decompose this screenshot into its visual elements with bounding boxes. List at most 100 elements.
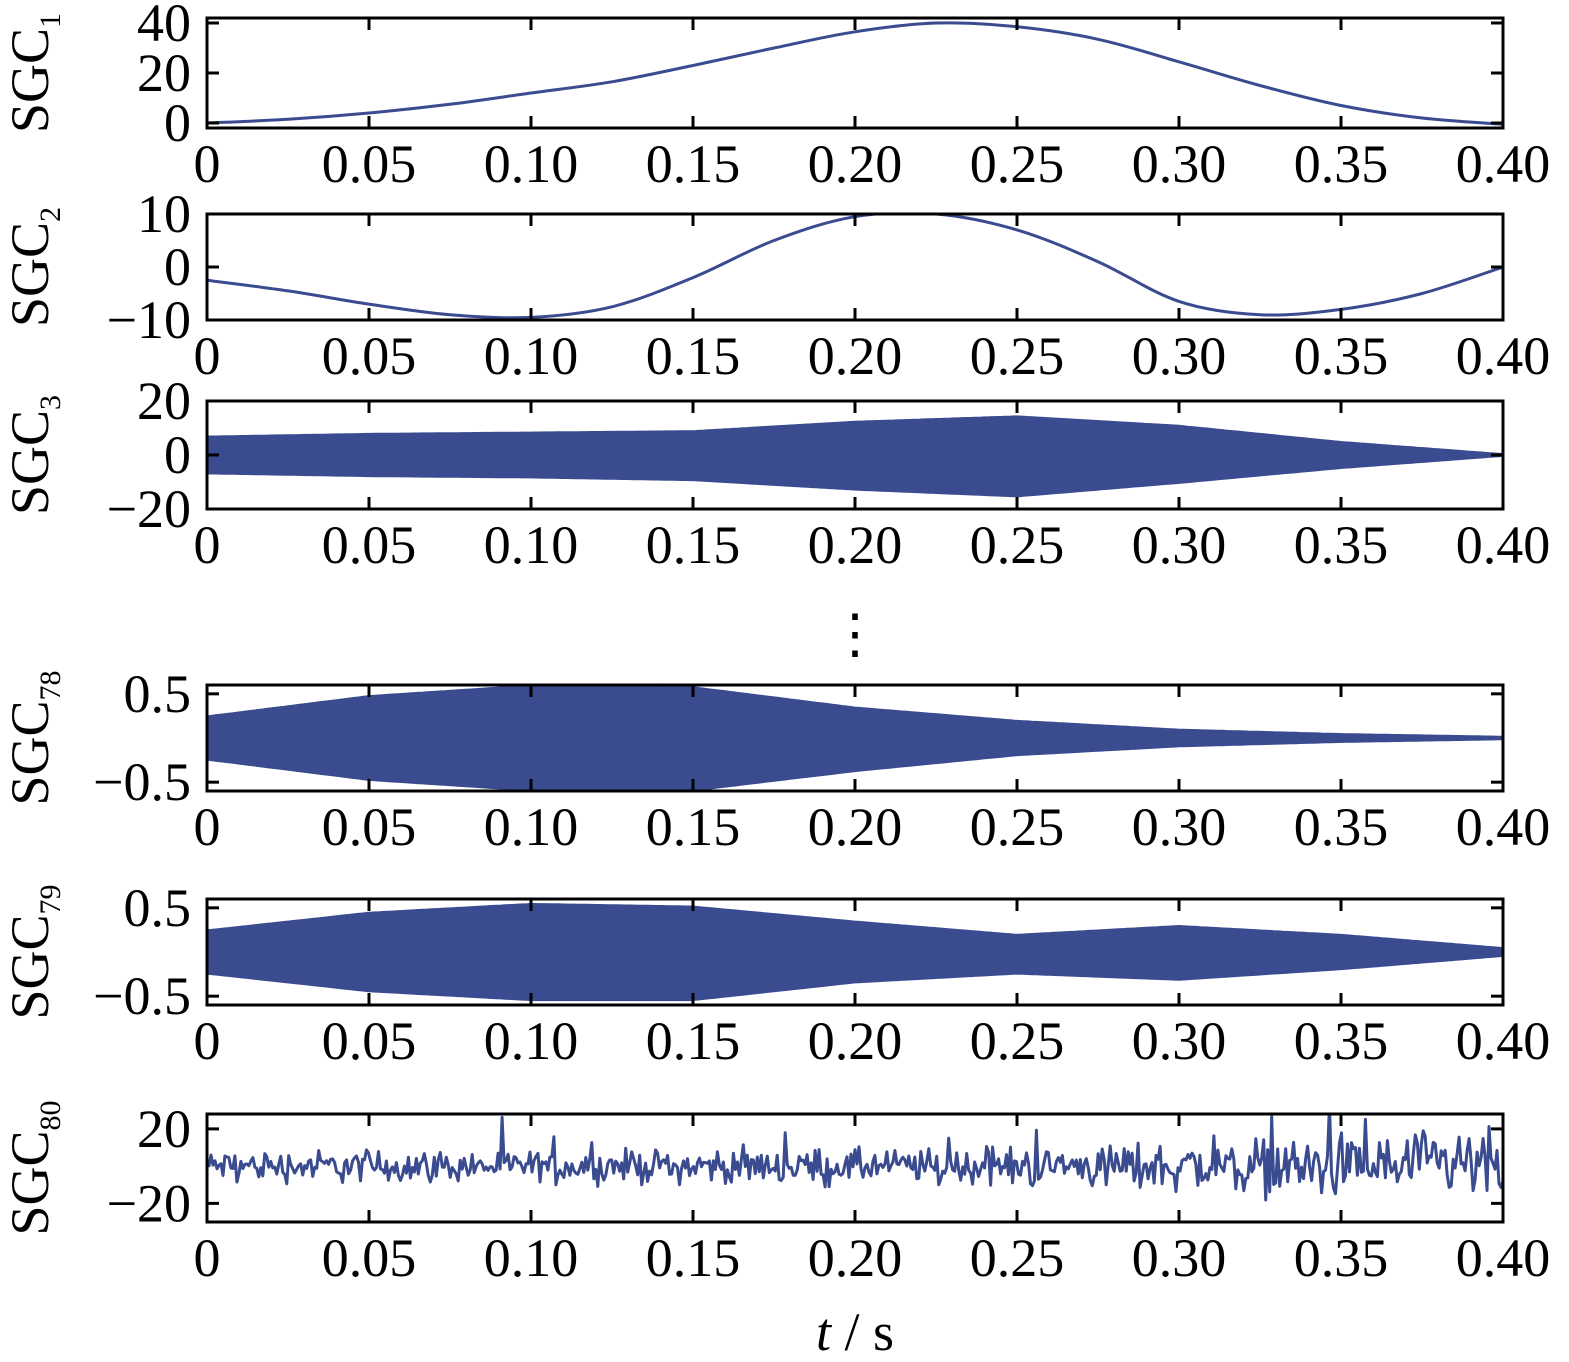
y-axis-label-subscript: 2 (34, 207, 67, 222)
x-tick-label: 0.15 (646, 1011, 741, 1071)
x-tick-label: 0.30 (1132, 134, 1227, 194)
x-tick-label: 0.40 (1456, 326, 1551, 386)
panel-2: 0 0.05 0.10 0.15 0.20 0.25 0.30 0.35 0.40−10010S… (0, 184, 1550, 386)
x-tick-label: 0 (194, 1228, 221, 1288)
x-tick-label: 0.30 (1132, 797, 1227, 857)
y-axis-label: SGC3 (0, 395, 67, 515)
panel-79: 0 0.05 0.10 0.15 0.20 0.25 0.30 0.35 0.40 −0.5 0.5… (0, 878, 1550, 1071)
data-layer (207, 902, 1503, 1002)
y-tick-label: 0 (164, 93, 191, 153)
data-layer (207, 214, 1503, 320)
x-tick-label: 0.40 (1456, 797, 1551, 857)
x-tick-label: 0.05 (322, 515, 417, 575)
y-axis-label-subscript: 3 (34, 395, 67, 410)
x-tick-label: 0.15 (646, 515, 741, 575)
x-tick-label: 0.20 (808, 797, 903, 857)
panel-78: 0 0.05 0.10 0.15 0.20 0.25 0.30 0.35 0.40 −0.5 0.5… (0, 664, 1550, 857)
x-tick-label: 0.25 (970, 797, 1065, 857)
x-tick-label: 0.15 (646, 326, 741, 386)
x-tick-label: 0 (194, 797, 221, 857)
x-tick-label: 0.30 (1132, 1228, 1227, 1288)
x-tick-label: 0.15 (646, 134, 741, 194)
x-tick-label: 0.10 (484, 797, 579, 857)
x-tick-label: 0.20 (808, 1228, 903, 1288)
x-tick-label: 0.25 (970, 1011, 1065, 1071)
x-tick-label: 0.20 (808, 134, 903, 194)
y-axis-label-main: SGC (0, 914, 60, 1019)
x-tick-label: 0.10 (484, 326, 579, 386)
x-tick-label: 0.35 (1294, 1011, 1389, 1071)
y-axis-label-subscript: 80 (34, 1100, 67, 1130)
chart-panels: 0 0.05 0.10 0.15 0.20 0.25 0.30 0.35 0.4002040SG… (0, 0, 1550, 1288)
x-tick-label: 0.05 (322, 1228, 417, 1288)
panel-3: 0 0.05 0.10 0.15 0.20 0.25 0.30 0.35 0.40−20020S… (0, 371, 1550, 575)
x-tick-label: 0.35 (1294, 1228, 1389, 1288)
y-tick-label: −10 (107, 290, 191, 350)
y-tick-label: 0.5 (124, 664, 192, 724)
x-tick-label: 0.10 (484, 1011, 579, 1071)
y-axis-label: SGC79 (0, 884, 67, 1019)
y-tick-label: 40 (137, 0, 191, 53)
x-tick-label: 0.35 (1294, 797, 1389, 857)
y-tick-label: 20 (137, 43, 191, 103)
series-line (207, 21, 1503, 126)
panel-80: 0 0.05 0.10 0.15 0.20 0.25 0.30 0.35 0.40 −20 20 SG… (0, 1099, 1550, 1288)
y-tick-label: 0 (164, 237, 191, 297)
x-tick-label: 0.15 (646, 1228, 741, 1288)
y-axis-label: SGC80 (0, 1100, 67, 1235)
y-axis-label: SGC2 (0, 207, 67, 327)
series-oscillation-envelope (207, 685, 1503, 791)
series-oscillation-envelope (207, 415, 1503, 498)
y-tick-label: −0.5 (93, 966, 191, 1026)
x-tick-label: 0.25 (970, 134, 1065, 194)
y-axis-label: SGC1 (0, 13, 67, 133)
x-tick-label: 0 (194, 134, 221, 194)
series-line (207, 214, 1503, 320)
x-tick-label: 0.35 (1294, 134, 1389, 194)
y-axis-label-subscript: 78 (34, 670, 67, 700)
x-tick-label: 0.40 (1456, 1011, 1551, 1071)
data-layer (207, 415, 1503, 498)
y-axis-label-main: SGC (0, 1130, 60, 1235)
x-tick-label: 0.20 (808, 1011, 903, 1071)
x-tick-label: 0.20 (808, 326, 903, 386)
x-tick-label: 0.30 (1132, 1011, 1227, 1071)
x-tick-label: 0.05 (322, 797, 417, 857)
x-tick-label: 0.05 (322, 134, 417, 194)
y-axis-label-main: SGC (0, 700, 60, 805)
x-tick-label: 0.15 (646, 797, 741, 857)
series-noise-line (207, 1114, 1503, 1202)
y-axis-label-main: SGC (0, 410, 60, 515)
x-tick-label: 0 (194, 1011, 221, 1071)
y-tick-label: −20 (107, 479, 191, 539)
y-tick-label: 0.5 (124, 878, 192, 938)
x-tick-label: 0.10 (484, 1228, 579, 1288)
series-oscillation-envelope (207, 902, 1503, 1002)
x-tick-label: 0.30 (1132, 515, 1227, 575)
y-tick-label: 10 (137, 184, 191, 244)
omitted-panels-ellipsis: ⋮ (828, 604, 882, 664)
y-tick-label: 20 (137, 1099, 191, 1159)
x-tick-label: 0 (194, 515, 221, 575)
x-tick-label: 0.40 (1456, 1228, 1551, 1288)
y-tick-label: 20 (137, 371, 191, 431)
x-axis-label: t / s (816, 1302, 894, 1362)
y-axis-label-subscript: 1 (34, 13, 67, 28)
x-axis-label-unit: / s (831, 1302, 894, 1362)
data-layer (207, 685, 1503, 791)
y-axis-label: SGC78 (0, 670, 67, 805)
data-layer (207, 21, 1503, 126)
x-tick-label: 0.40 (1456, 134, 1551, 194)
x-tick-label: 0.25 (970, 515, 1065, 575)
x-tick-label: 0.25 (970, 326, 1065, 386)
x-tick-label: 0.05 (322, 326, 417, 386)
x-tick-label: 0.10 (484, 134, 579, 194)
y-axis-label-subscript: 79 (34, 884, 67, 914)
x-tick-label: 0.35 (1294, 515, 1389, 575)
plot-frame (205, 212, 1505, 322)
x-tick-label: 0.20 (808, 515, 903, 575)
plot-frame (205, 16, 1505, 130)
x-axis-label-variable: t (816, 1302, 833, 1362)
